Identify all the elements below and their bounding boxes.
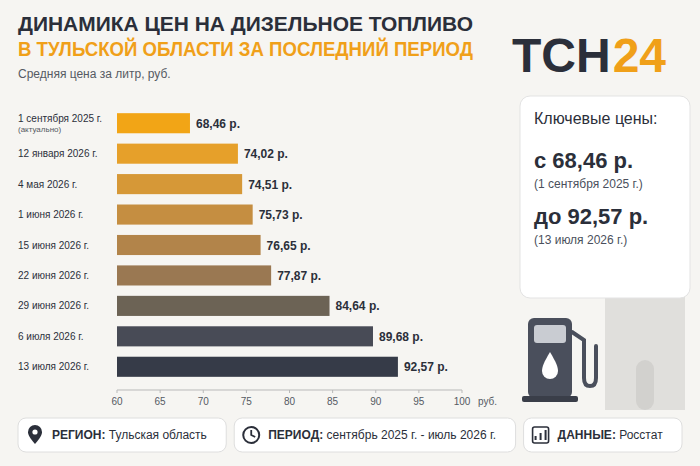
footer-text: РЕГИОН: Тульская область bbox=[52, 428, 207, 442]
tick-label: 75 bbox=[241, 396, 253, 407]
background bbox=[0, 0, 700, 466]
footer-value: Тульская область bbox=[105, 428, 206, 442]
tick-mark bbox=[462, 390, 463, 393]
title: ДИНАМИКА ЦЕН НА ДИЗЕЛЬНОЕ ТОПЛИВО bbox=[18, 12, 473, 35]
category-labels: 1 сентября 2025 г. 12 января 2026 г. 4 мая… bbox=[18, 113, 102, 372]
tick-mark bbox=[418, 390, 419, 393]
bar bbox=[117, 205, 253, 225]
data-label: 77,87 р. bbox=[277, 269, 321, 283]
title: В ТУЛЬСКОЙ ОБЛАСТИ ЗА ПОСЛЕДНИЙ ПЕРИОД bbox=[18, 37, 473, 60]
icon-clock-hands bbox=[251, 430, 255, 437]
data-label: 84,64 р. bbox=[336, 299, 380, 313]
footer-label: ПЕРИОД: bbox=[268, 428, 323, 442]
data-label: 92,57 р. bbox=[404, 360, 448, 374]
icon-location-dot bbox=[32, 429, 37, 434]
tick-label: 85 bbox=[327, 396, 339, 407]
footer-item: ДАННЫЕ: Росстат bbox=[524, 418, 682, 452]
x-axis: 60 65 70 75 80 85 90 95 100 руб. bbox=[111, 390, 497, 407]
footer-text: ДАННЫЕ: Росстат bbox=[558, 428, 664, 442]
panel-date: (13 июля 2026 г.) bbox=[534, 233, 627, 247]
category-label: 6 июля 2026 г. bbox=[18, 331, 83, 342]
panel-date: (1 сентября 2025 г.) bbox=[534, 177, 643, 191]
tick-label: 70 bbox=[198, 396, 210, 407]
key-prices-panel: Ключевые цены: с 68,46 р. (1 сентября 2025… bbox=[520, 96, 690, 298]
category-label: 1 сентября 2025 г. bbox=[18, 113, 102, 124]
footer-value: Росстат bbox=[616, 428, 663, 442]
data-label: 75,73 р. bbox=[259, 208, 303, 222]
pump-screen bbox=[534, 325, 566, 343]
category-label: 13 июля 2026 г. bbox=[18, 361, 89, 372]
footer-label: РЕГИОН: bbox=[52, 428, 105, 442]
icon-location bbox=[28, 425, 42, 444]
data-label: 68,46 р. bbox=[196, 117, 240, 131]
category-label: 1 июня 2026 г. bbox=[18, 209, 83, 220]
logo-accent: 24 bbox=[613, 29, 667, 82]
tick-mark bbox=[117, 390, 118, 393]
annotation: (актуально) bbox=[18, 125, 62, 134]
tick-label: 65 bbox=[155, 396, 167, 407]
category-label: 15 июня 2026 г. bbox=[18, 240, 89, 251]
pump-hose bbox=[572, 332, 596, 386]
category-label: 12 января 2026 г. bbox=[18, 148, 97, 159]
footer-box bbox=[524, 418, 682, 452]
panel-price: до 92,57 р. bbox=[534, 204, 648, 229]
tick-label: 60 bbox=[111, 396, 123, 407]
category-label: 22 июня 2026 г. bbox=[18, 270, 89, 281]
tick-mark bbox=[160, 390, 161, 393]
tick-mark bbox=[332, 390, 333, 393]
data-label: 74,02 р. bbox=[244, 147, 288, 161]
bar bbox=[117, 174, 242, 194]
bars bbox=[117, 113, 398, 377]
bar bbox=[117, 326, 373, 346]
data-label: 89,68 р. bbox=[379, 330, 423, 344]
footer-item: РЕГИОН: Тульская область bbox=[18, 418, 226, 452]
footer-item: ПЕРИОД: сентябрь 2025 г. - июль 2026 г. bbox=[234, 418, 515, 452]
category-label: 29 июня 2026 г. bbox=[18, 300, 89, 311]
tick-label: 95 bbox=[413, 396, 425, 407]
footer-label: ДАННЫЕ: bbox=[558, 428, 616, 442]
bar bbox=[117, 296, 330, 316]
tick-mark bbox=[289, 390, 290, 393]
icon-chart-bars bbox=[536, 430, 546, 440]
tower-gate bbox=[636, 360, 654, 410]
tick-label: 90 bbox=[370, 396, 382, 407]
bar bbox=[117, 235, 261, 255]
bar bbox=[117, 113, 190, 133]
footer: РЕГИОН: Тульская область ПЕРИОД: сентябрь… bbox=[18, 418, 682, 452]
axis-unit: руб. bbox=[478, 396, 497, 407]
footer-box bbox=[234, 418, 515, 452]
footer-text: ПЕРИОД: сентябрь 2025 г. - июль 2026 г. bbox=[268, 428, 496, 442]
infographic: ДИНАМИКА ЦЕН НА ДИЗЕЛЬНОЕ ТОПЛИВОВ ТУЛЬС… bbox=[0, 0, 700, 466]
tick-label: 80 bbox=[284, 396, 296, 407]
icon-clock bbox=[243, 427, 259, 443]
data-label: 74,51 р. bbox=[248, 178, 292, 192]
data-label: 76,65 р. bbox=[267, 239, 311, 253]
panel-box bbox=[520, 96, 690, 298]
tick-mark bbox=[375, 390, 376, 393]
logo-text: ТСН bbox=[512, 29, 611, 82]
pump-base bbox=[522, 396, 578, 402]
pump-drop bbox=[542, 352, 558, 379]
bar bbox=[117, 144, 238, 164]
bar bbox=[117, 265, 271, 285]
panel-heading: Ключевые цены: bbox=[534, 110, 658, 127]
footer-value: сентябрь 2025 г. - июль 2026 г. bbox=[323, 428, 496, 442]
bar bbox=[117, 357, 398, 377]
tick-label: 100 bbox=[454, 396, 471, 407]
category-label: 4 мая 2026 г. bbox=[18, 179, 77, 190]
tick-mark bbox=[246, 390, 247, 393]
pump-body bbox=[528, 318, 572, 398]
footer-box bbox=[18, 418, 226, 452]
icon-chart bbox=[533, 427, 549, 443]
tick-mark bbox=[203, 390, 204, 393]
subtitle: Средняя цена за литр, руб. bbox=[18, 67, 171, 81]
fuel-pump-icon bbox=[522, 318, 596, 402]
data-labels: 68,46 р. 74,02 р. 74,51 р. 75,73 р. 76,65 р.… bbox=[196, 117, 448, 375]
panel-price: с 68,46 р. bbox=[534, 148, 633, 173]
